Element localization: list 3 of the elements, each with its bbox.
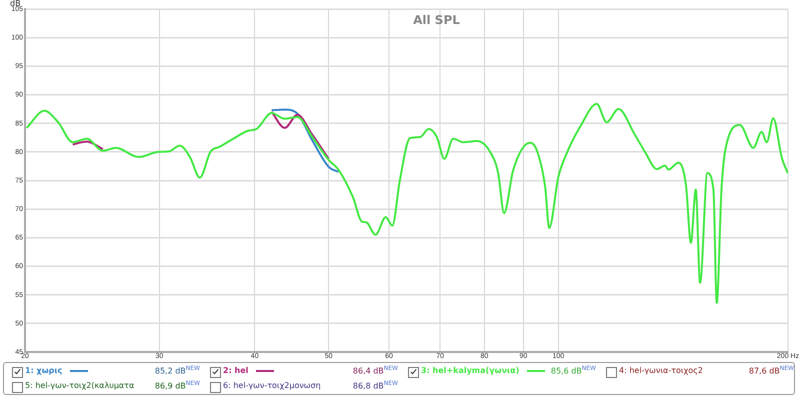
chart-title: All SPL	[413, 13, 460, 28]
line-series	[270, 108, 340, 173]
legend-panel: 1: χωρις 85,2 dB$^{NEW}$ 2: hel 86,4 dB$^{NEW}$ 3: hel+kalyma(γωνια) 85,6 dB$^{NEW}$ 4: hel-γωνια-τοιχος2 87,6 dB$^{NEW}$ 5: hel-γων-τοιχ2(καλυματα 86,9 dB$^{NEW}$ 6: hel-γων-τοιχ2μονωση 86,8 dB$^{NEW}$	[3, 362, 795, 395]
